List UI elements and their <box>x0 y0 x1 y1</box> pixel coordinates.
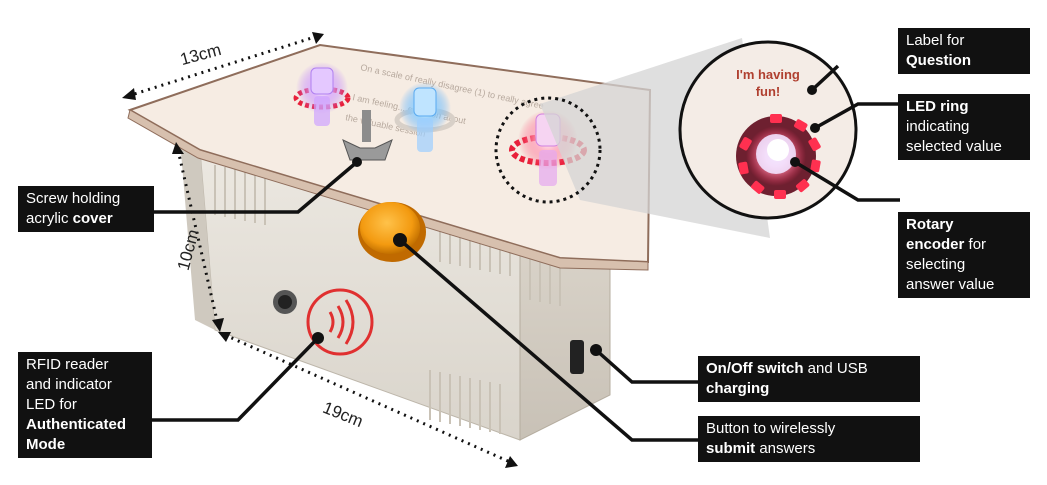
label-onoff-switch: On/Off switch and USB charging <box>698 356 920 402</box>
label-submit-button: Button to wirelessly submit answers <box>698 416 920 462</box>
led-unit-1[interactable] <box>293 62 351 126</box>
leader-lines <box>152 64 900 442</box>
zoom-source-circle <box>494 96 602 204</box>
label-rotary-encoder: Rotary encoder for selecting answer valu… <box>898 212 1030 298</box>
power-switch[interactable] <box>570 340 584 374</box>
label-led-ring: LED ring indicating selected value <box>898 94 1030 160</box>
label-screw: Screw holding acrylic cover <box>18 186 154 232</box>
rfid-symbol <box>306 288 374 356</box>
led-ring-pixels <box>738 114 821 199</box>
screw-wingnut <box>342 110 393 161</box>
sign-text-line1: I'm having <box>736 67 800 82</box>
dimension-height <box>176 149 220 326</box>
dimension-width <box>127 34 319 98</box>
label-rfid: RFID reader and indicator LED for Authen… <box>18 352 152 458</box>
sign-text-line2: fun! <box>756 84 781 99</box>
label-question: Label for Question <box>898 28 1030 74</box>
dimension-length <box>224 333 511 464</box>
led-unit-2[interactable] <box>394 82 456 152</box>
vent-slots <box>214 165 561 434</box>
box-left-face <box>180 140 215 330</box>
